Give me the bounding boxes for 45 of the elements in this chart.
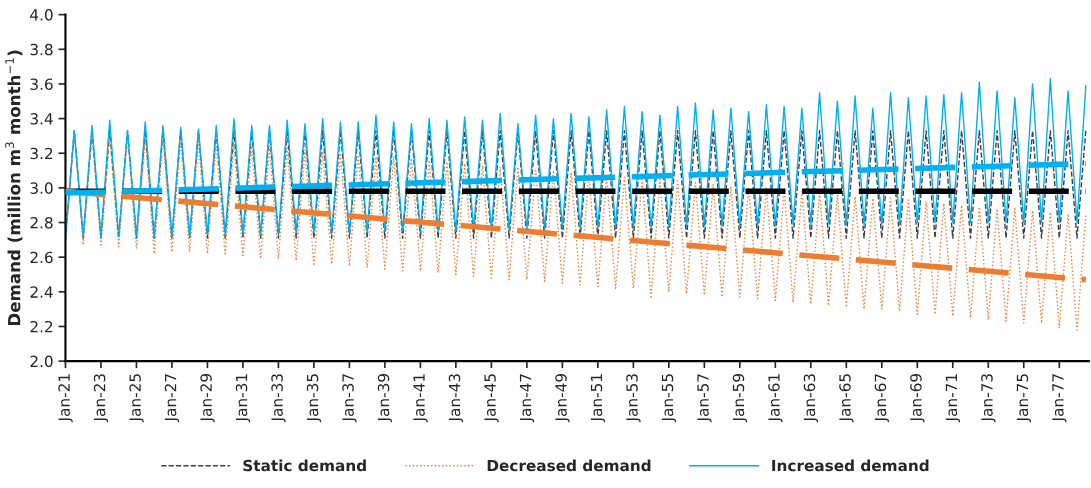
legend-label: Static demand — [243, 459, 366, 472]
x-tick-label: Jan-61 — [768, 374, 783, 423]
x-tick-label: Jan-49 — [555, 374, 570, 423]
x-tick-label: Jan-59 — [732, 374, 748, 423]
legend-label: Increased demand — [772, 459, 929, 472]
x-tick-label: Jan-25 — [129, 374, 144, 423]
x-tick-label: Jan-51 — [590, 374, 606, 423]
x-tick-label: Jan-77 — [1052, 374, 1067, 423]
y-tick-label: 2.4 — [30, 286, 53, 298]
x-tick-label: Jan-67 — [874, 374, 890, 423]
y-tick-label: 2.6 — [30, 251, 53, 264]
x-tick-label: Jan-29 — [200, 374, 215, 423]
y-axis-title: Demand (million m$^{3}$ month$^{−1}$) — [5, 50, 23, 326]
x-tick-label: Jan-55 — [661, 374, 677, 423]
y-tick-label: 3.2 — [30, 147, 53, 160]
line-series — [65, 78, 1087, 238]
x-tick-label: Jan-41 — [413, 374, 428, 423]
y-tick-label: 2.0 — [30, 355, 53, 368]
x-tick-label: Jan-35 — [306, 374, 322, 423]
x-tick-label: Jan-73 — [981, 374, 996, 423]
y-tick-label: 3.0 — [30, 182, 53, 194]
x-tick-label: Jan-69 — [910, 374, 925, 423]
x-tick-label: Jan-65 — [839, 374, 854, 423]
x-tick-label: Jan-37 — [342, 374, 357, 423]
x-tick-label: Jan-47 — [519, 374, 535, 423]
x-tick-label: Jan-43 — [448, 374, 464, 423]
x-tick-label: Jan-33 — [271, 374, 286, 423]
legend-label: Decreased demand — [487, 459, 651, 472]
y-tick-label: 2.8 — [30, 216, 53, 229]
x-tick-label: Jan-57 — [697, 374, 712, 423]
x-tick-label: Jan-71 — [945, 374, 961, 423]
x-tick-label: Jan-45 — [484, 374, 499, 423]
y-tick-label: 2.2 — [30, 320, 53, 333]
y-tick-label: 3.4 — [30, 113, 53, 125]
x-tick-label: Jan-75 — [1016, 374, 1032, 423]
y-tick-label: 3.6 — [30, 78, 53, 90]
x-tick-label: Jan-63 — [803, 374, 819, 423]
x-tick-label: Jan-31 — [235, 374, 251, 423]
x-tick-label: Jan-23 — [93, 374, 109, 423]
y-tick-label: 4.0 — [30, 9, 53, 21]
x-tick-label: Jan-53 — [626, 374, 641, 423]
x-tick-label: Jan-39 — [377, 374, 393, 423]
x-tick-label: Jan-27 — [164, 374, 180, 423]
y-tick-label: 3.8 — [30, 43, 53, 56]
x-tick-label: Jan-21 — [58, 374, 73, 423]
